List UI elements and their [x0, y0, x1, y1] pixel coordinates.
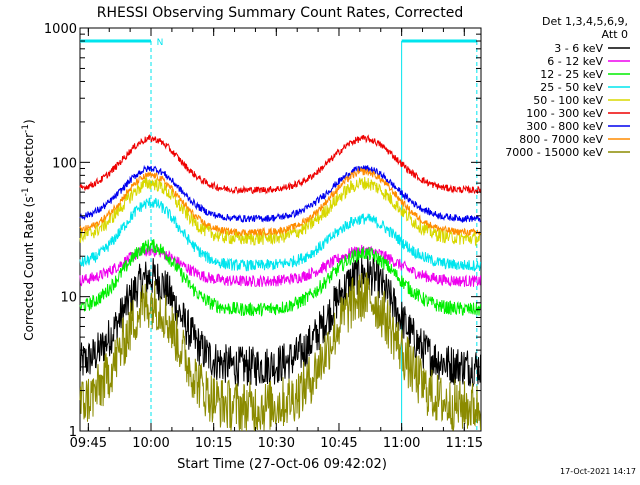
series-line	[79, 254, 481, 388]
legend-entry-label: 800 - 7000 keV	[519, 133, 603, 146]
series-line	[79, 197, 481, 272]
legend-entry-label: 3 - 6 keV	[554, 42, 603, 55]
series-line	[79, 239, 481, 317]
x-tick-label: 09:45	[70, 436, 107, 451]
plot-frame	[79, 27, 482, 432]
series-layer	[79, 134, 481, 432]
axes-layer: 09:45 10:00 10:15 10:30 10:45 11:00 11:15 1 10 10…	[44, 22, 483, 451]
y-tick-label: 1	[69, 425, 77, 440]
footer-date: 17-Oct-2021 14:17	[560, 467, 636, 476]
night-label: N	[157, 38, 164, 48]
legend-entry-label: 12 - 25 keV	[540, 68, 603, 81]
x-tick-label: 10:45	[320, 436, 357, 451]
legend-header: Att 0	[602, 28, 628, 41]
x-tick-label: 10:30	[258, 436, 295, 451]
x-axis-label: Start Time (27-Oct-06 09:42:02)	[177, 457, 387, 472]
series-line	[79, 244, 481, 287]
y-axis-label: Corrected Count Rate (s-1 detector-1)	[21, 119, 36, 340]
y-tick-label: 1000	[44, 22, 77, 37]
y-tick-label: 100	[52, 156, 77, 171]
legend-entry-label: 50 - 100 keV	[533, 94, 603, 107]
legend-entry-label: 100 - 300 keV	[526, 107, 603, 120]
series-line	[79, 164, 481, 224]
legend-header: Det 1,3,4,5,6,9,	[542, 15, 628, 28]
series-line	[79, 176, 481, 247]
legend-entry-label: 6 - 12 keV	[547, 55, 603, 68]
series-line	[79, 167, 481, 237]
chart-title: RHESSI Observing Summary Count Rates, Co…	[97, 5, 463, 21]
legend-entry-label: 25 - 50 keV	[540, 81, 603, 94]
x-tick-label: 10:00	[132, 436, 169, 451]
x-tick-label: 10:15	[195, 436, 232, 451]
series-line	[79, 272, 481, 432]
legend-entry-label: 7000 - 15000 keV	[505, 146, 603, 159]
y-tick-label: 10	[60, 291, 77, 306]
series-line	[79, 134, 481, 195]
x-tick-label: 11:15	[446, 436, 483, 451]
x-tick-label: 11:00	[383, 436, 420, 451]
legend-entry-label: 300 - 800 keV	[526, 120, 603, 133]
